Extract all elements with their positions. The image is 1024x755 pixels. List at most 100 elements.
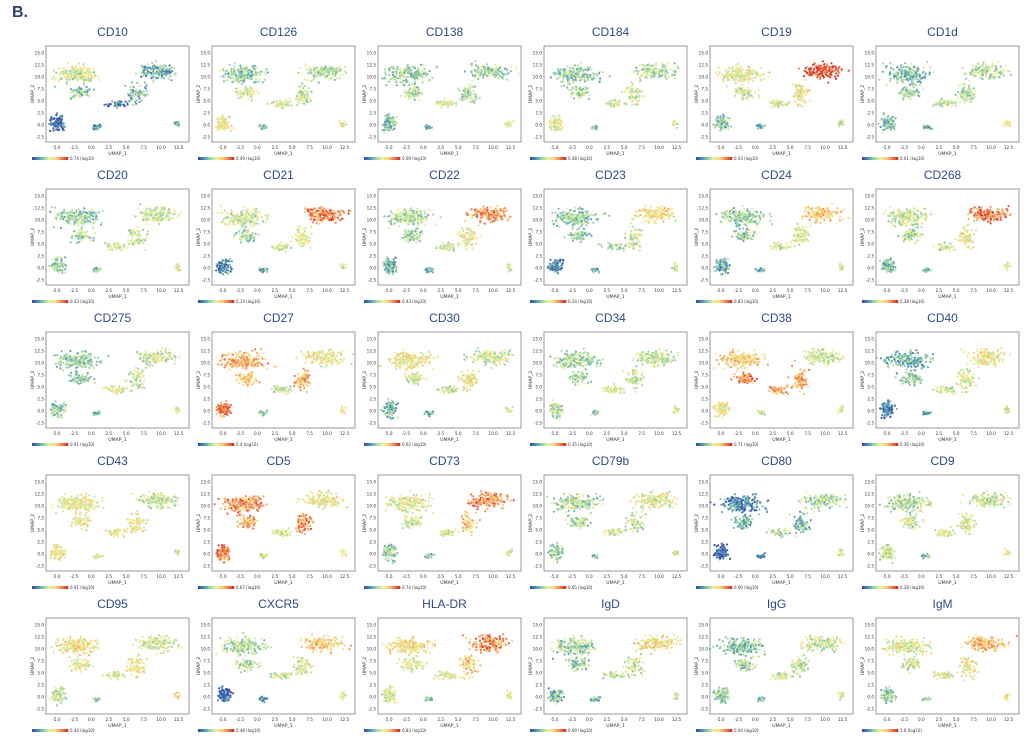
scatter-point bbox=[471, 72, 474, 75]
plot-frame bbox=[45, 45, 190, 143]
scatter-point bbox=[170, 212, 173, 215]
scatter-point bbox=[979, 74, 982, 77]
scatter-point bbox=[804, 78, 807, 81]
scatter-point bbox=[884, 128, 887, 131]
scatter-point bbox=[414, 89, 417, 92]
scatter-point bbox=[737, 86, 740, 89]
scatter-point bbox=[109, 246, 112, 249]
scatter-point bbox=[456, 87, 459, 90]
scatter-point bbox=[885, 124, 888, 127]
scatter-point bbox=[550, 125, 553, 128]
scatter-point bbox=[231, 72, 234, 76]
scatter-point bbox=[508, 123, 511, 126]
scatter-point bbox=[407, 70, 410, 73]
scatter-point bbox=[820, 70, 823, 73]
scatter-point bbox=[77, 222, 80, 225]
scatter-point bbox=[883, 122, 886, 125]
scatter-point bbox=[406, 80, 409, 83]
scatter-point bbox=[830, 70, 833, 73]
scatter-point bbox=[596, 74, 599, 77]
scatter-point bbox=[909, 67, 912, 70]
scatter-point bbox=[1001, 68, 1004, 71]
scatter-point bbox=[233, 62, 236, 65]
colorbar-segment bbox=[36, 157, 39, 160]
scatter-point bbox=[345, 71, 348, 74]
scatter-point bbox=[900, 66, 903, 69]
scatter-point bbox=[923, 126, 926, 129]
scatter-point bbox=[326, 66, 329, 70]
scatter-point bbox=[809, 99, 812, 102]
x-tick-label: 0.0 bbox=[254, 145, 261, 150]
colorbar-segment bbox=[552, 157, 555, 160]
scatter-point bbox=[135, 102, 138, 105]
scatter-point bbox=[315, 67, 318, 70]
y-tick-label: 0.0 bbox=[701, 123, 708, 128]
scatter-point bbox=[832, 69, 835, 72]
scatter-point bbox=[389, 128, 392, 131]
colorbar-segment bbox=[868, 157, 871, 160]
scatter-point bbox=[246, 210, 250, 213]
scatter-point bbox=[428, 70, 431, 73]
scatter-point bbox=[335, 77, 338, 80]
scatter-point bbox=[501, 77, 505, 80]
scatter-point bbox=[830, 73, 833, 76]
scatter-point bbox=[95, 126, 98, 129]
scatter-point bbox=[252, 81, 256, 84]
scatter-point bbox=[907, 95, 910, 98]
scatter-point bbox=[628, 91, 632, 94]
scatter-point bbox=[223, 209, 226, 212]
scatter-point bbox=[801, 87, 804, 90]
colorbar-segment bbox=[62, 157, 65, 160]
colorbar-segment bbox=[880, 157, 883, 160]
scatter-point bbox=[578, 69, 582, 72]
scatter-point bbox=[144, 94, 147, 97]
scatter-point bbox=[235, 90, 238, 93]
scatter-point bbox=[64, 264, 67, 267]
scatter-point bbox=[549, 128, 552, 131]
scatter-point bbox=[224, 222, 227, 225]
scatter-point bbox=[439, 106, 442, 109]
scatter-point bbox=[999, 65, 1002, 68]
scatter-point bbox=[144, 249, 147, 252]
scatter-point bbox=[738, 79, 741, 82]
x-tick-label: -5.0 bbox=[882, 145, 891, 150]
x-tick-label: 10.0 bbox=[986, 145, 996, 150]
scatter-point bbox=[438, 101, 441, 104]
scatter-point bbox=[443, 101, 446, 104]
scatter-point bbox=[284, 98, 287, 101]
scatter-point bbox=[115, 101, 118, 105]
scatter-point bbox=[81, 229, 84, 232]
scatter-point bbox=[309, 98, 312, 101]
scatter-point bbox=[83, 85, 86, 88]
scatter-point bbox=[628, 95, 631, 99]
scatter-point bbox=[821, 74, 824, 77]
scatter-point bbox=[275, 99, 278, 103]
umap-scatter: -5.0 -2.5 0.0 2.5 5.0 7.5 10.0 12.5-2.50.02.55.… bbox=[362, 45, 522, 161]
scatter-point bbox=[494, 68, 497, 72]
x-tick-label: 12.5 bbox=[506, 145, 516, 150]
y-tick-label: 2.5 bbox=[369, 111, 376, 116]
scatter-point bbox=[324, 65, 327, 68]
scatter-point bbox=[140, 75, 143, 78]
scatter-point bbox=[227, 115, 230, 118]
scatter-point bbox=[399, 76, 402, 79]
scatter-point bbox=[930, 127, 933, 130]
scatter-point bbox=[497, 76, 500, 79]
scatter-point bbox=[396, 66, 399, 69]
scatter-point bbox=[758, 127, 761, 130]
scatter-point bbox=[447, 104, 450, 108]
scatter-point bbox=[740, 89, 743, 93]
scatter-point bbox=[123, 105, 126, 108]
scatter-point bbox=[823, 70, 826, 73]
scatter-point bbox=[170, 216, 173, 220]
umap-scatter: -5.0 -2.5 0.0 2.5 5.0 7.5 10.0 12.5-2.50.02.55.… bbox=[196, 45, 356, 161]
scatter-point bbox=[743, 77, 746, 80]
scatter-point bbox=[448, 102, 451, 105]
scatter-point bbox=[161, 209, 165, 212]
scatter-point bbox=[172, 213, 175, 216]
scatter-point bbox=[601, 70, 604, 74]
colorbar-segment bbox=[536, 157, 539, 160]
scatter-point bbox=[907, 93, 910, 96]
scatter-point bbox=[665, 78, 668, 81]
scatter-point bbox=[228, 219, 232, 222]
